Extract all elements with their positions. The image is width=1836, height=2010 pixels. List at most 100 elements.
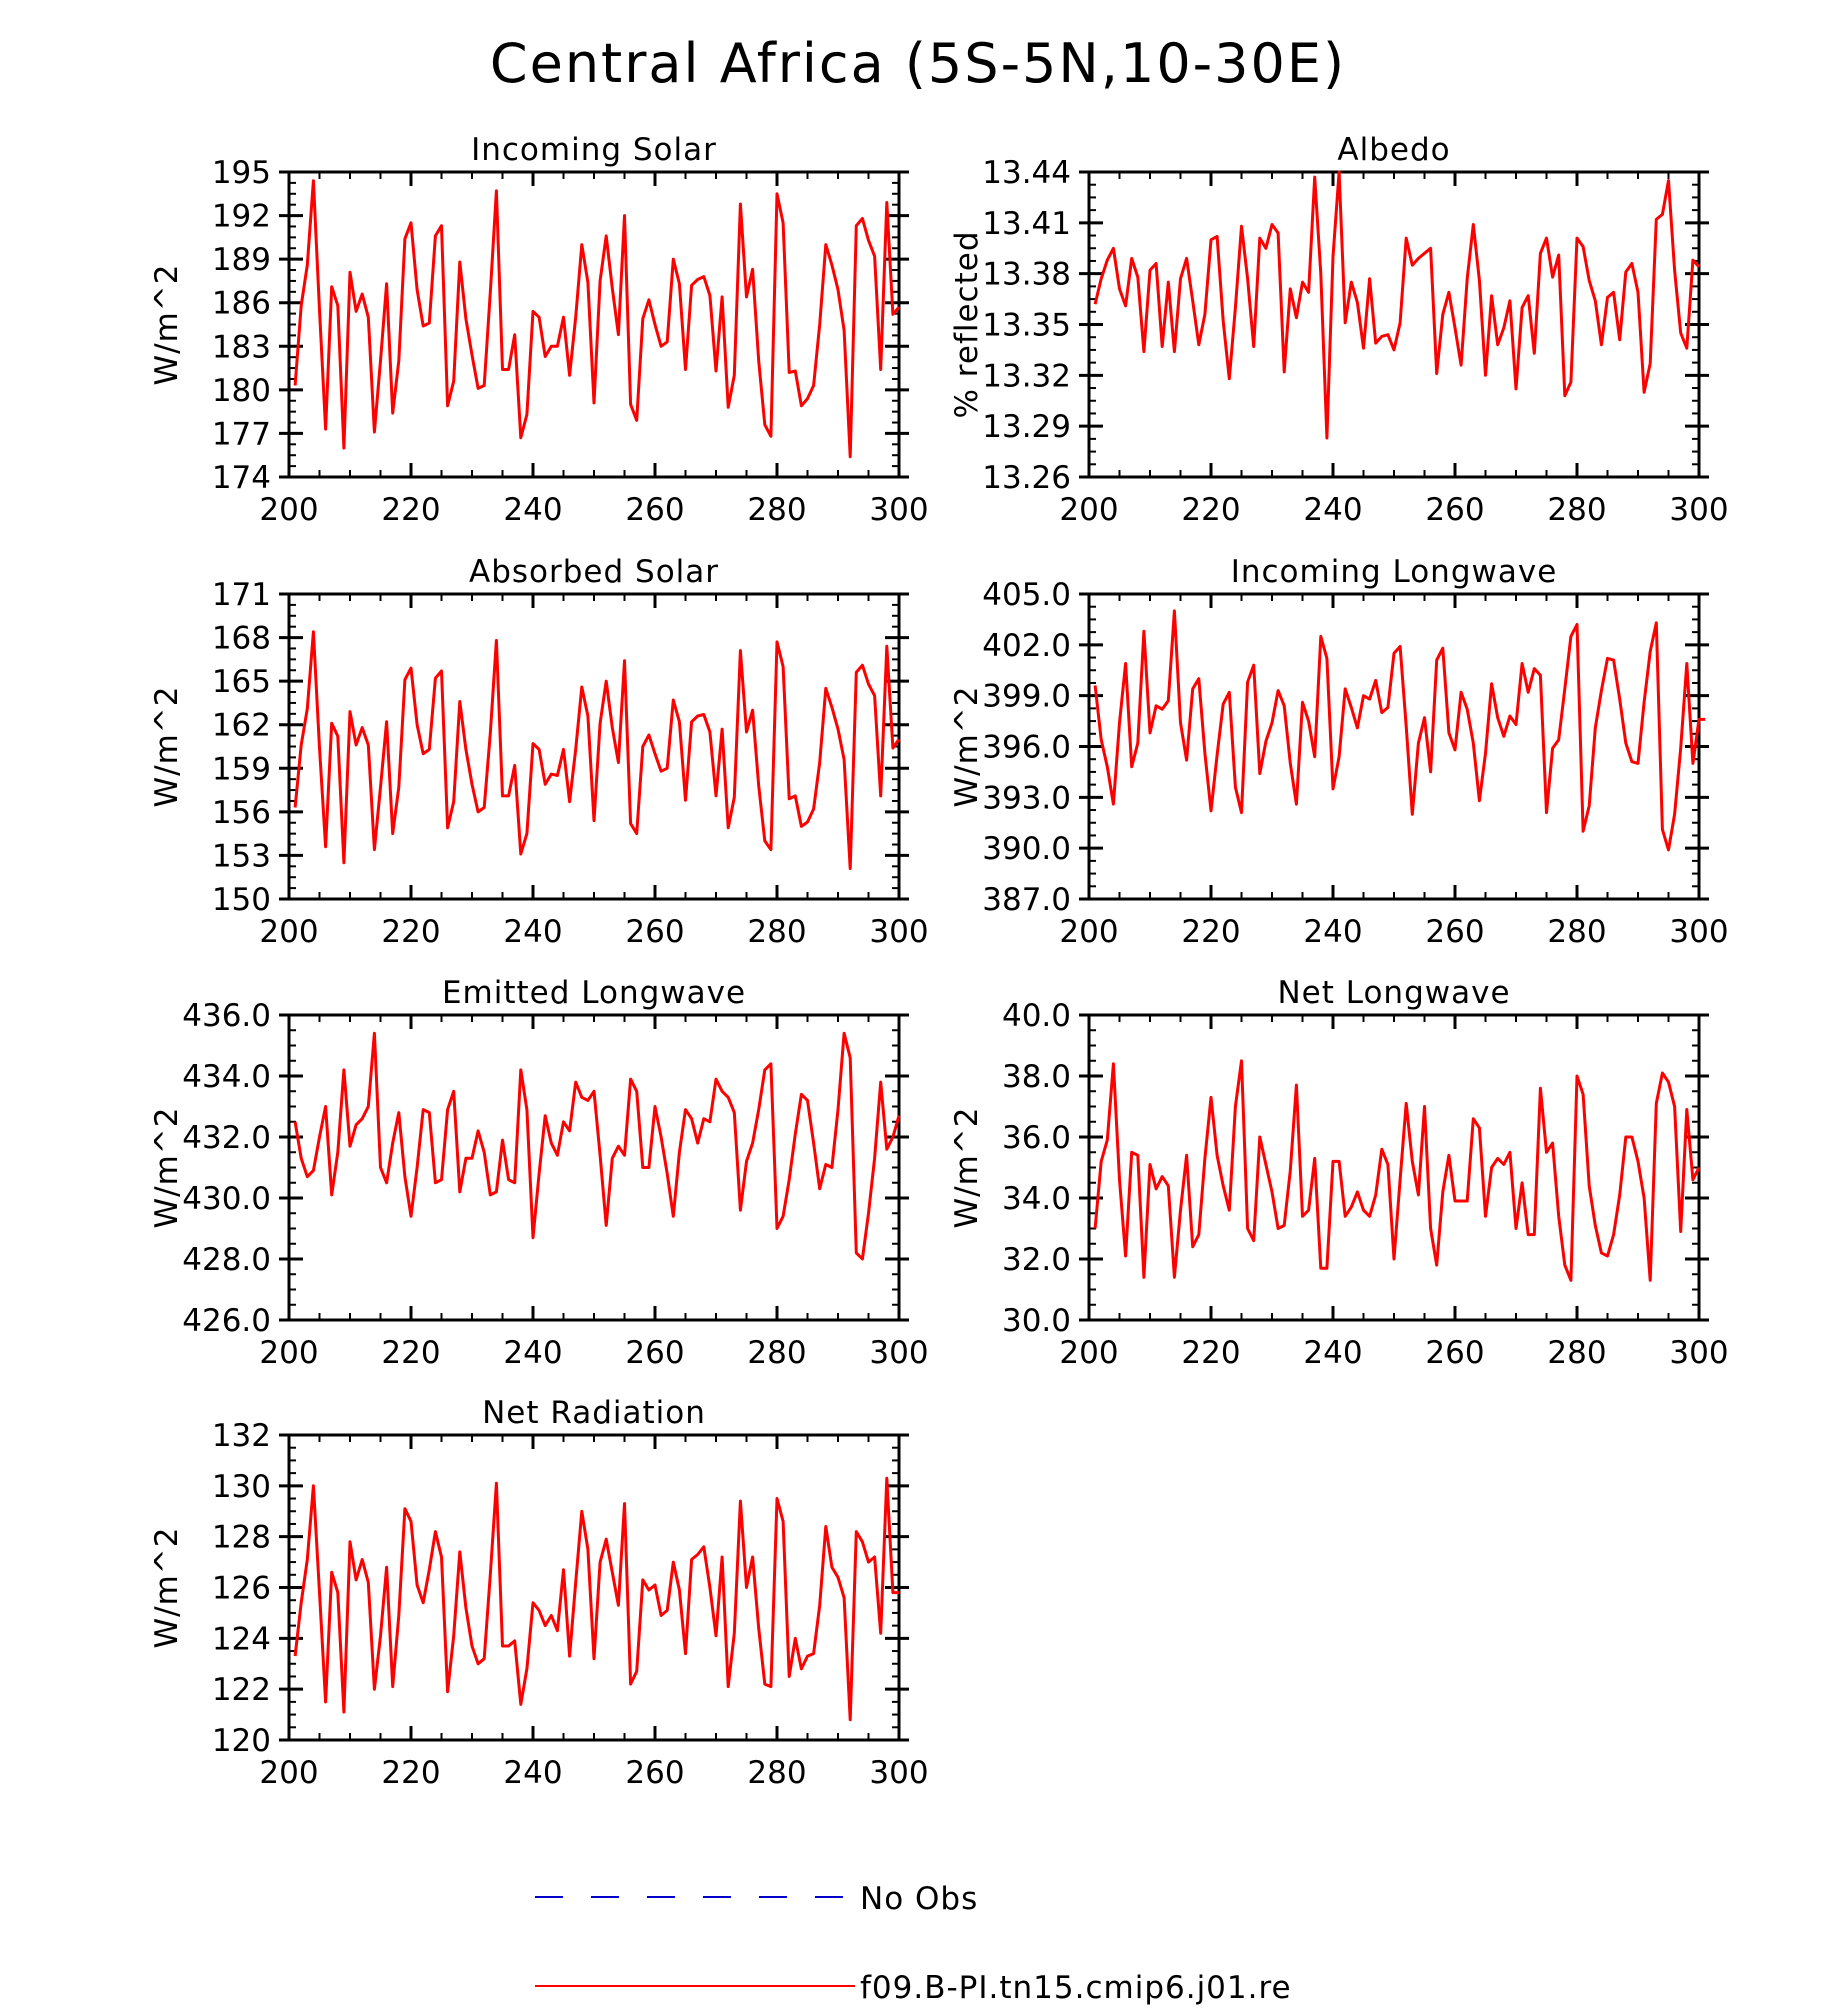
albedo-y-tick-label: 13.32 (982, 358, 1071, 394)
net-longwave-y-axis-label: W/m^2 (949, 1107, 985, 1229)
emitted-longwave-y-tick-label: 430.0 (182, 1181, 271, 1217)
net-radiation-series-line (293, 1476, 899, 1722)
net-radiation-y-tick-label: 126 (212, 1571, 271, 1607)
absorbed-solar-x-tick-label: 220 (381, 914, 440, 950)
net-longwave-title: Net Longwave (1277, 975, 1510, 1011)
net-longwave-y-tick-label: 32.0 (1002, 1242, 1071, 1278)
emitted-longwave-series-line (293, 1031, 901, 1261)
incoming-solar-x-tick-label: 280 (747, 492, 806, 528)
emitted-longwave-x-tick-label: 260 (625, 1335, 684, 1371)
emitted-longwave-y-tick-label: 426.0 (182, 1303, 271, 1339)
absorbed-solar-y-tick-label: 162 (212, 708, 271, 744)
net-radiation-y-axis-label: W/m^2 (149, 1527, 185, 1649)
net-longwave-x-tick-label: 280 (1547, 1335, 1606, 1371)
absorbed-solar-x-tick-label: 300 (869, 914, 928, 950)
net-longwave-y-tick-label: 34.0 (1002, 1181, 1071, 1217)
incoming-longwave-y-tick-label: 390.0 (982, 831, 1071, 867)
net-radiation-title: Net Radiation (482, 1395, 706, 1431)
albedo-y-tick-label: 13.41 (982, 206, 1071, 242)
absorbed-solar-y-tick-label: 159 (212, 751, 271, 787)
absorbed-solar-x-tick-label: 260 (625, 914, 684, 950)
panel-incoming-longwave: Incoming Longwave W/m^2 200 220 240 260 280 300… (949, 554, 1729, 950)
absorbed-solar-y-axis-label: W/m^2 (149, 686, 185, 808)
absorbed-solar-x-tick-label: 280 (747, 914, 806, 950)
emitted-longwave-y-tick-label: 436.0 (182, 998, 271, 1034)
absorbed-solar-y-tick-label: 156 (212, 795, 271, 831)
albedo-x-tick-label: 260 (1425, 492, 1484, 528)
incoming-solar-x-tick-label: 300 (869, 492, 928, 528)
net-radiation-y-tick-label: 130 (212, 1469, 271, 1505)
net-longwave-x-tick-label: 200 (1059, 1335, 1118, 1371)
incoming-solar-series-line (293, 179, 901, 459)
incoming-solar-y-tick-label: 180 (212, 373, 271, 409)
legend-label-no-obs: No Obs (860, 1881, 978, 1917)
incoming-longwave-y-tick-label: 402.0 (982, 628, 1071, 664)
incoming-longwave-x-tick-label: 260 (1425, 914, 1484, 950)
incoming-longwave-x-tick-label: 200 (1059, 914, 1118, 950)
absorbed-solar-y-tick-label: 150 (212, 882, 271, 918)
incoming-solar-y-tick-label: 174 (212, 460, 271, 496)
absorbed-solar-plot-frame (287, 592, 901, 901)
incoming-longwave-y-axis-label: W/m^2 (949, 686, 985, 808)
incoming-longwave-y-tick-label: 396.0 (982, 730, 1071, 766)
albedo-x-tick-label: 220 (1181, 492, 1240, 528)
absorbed-solar-y-tick-label: 153 (212, 838, 271, 874)
incoming-solar-y-tick-label: 183 (212, 329, 271, 365)
net-radiation-x-tick-label: 240 (503, 1755, 562, 1791)
albedo-x-tick-label: 200 (1059, 492, 1118, 528)
incoming-longwave-y-tick-label: 387.0 (982, 882, 1071, 918)
incoming-solar-y-tick-label: 195 (212, 155, 271, 191)
emitted-longwave-x-tick-label: 280 (747, 1335, 806, 1371)
incoming-longwave-y-tick-label: 399.0 (982, 679, 1071, 715)
incoming-longwave-x-tick-label: 220 (1181, 914, 1240, 950)
net-longwave-series-line (1093, 1059, 1701, 1282)
net-radiation-x-tick-label: 220 (381, 1755, 440, 1791)
albedo-y-tick-label: 13.44 (982, 155, 1071, 191)
emitted-longwave-x-tick-label: 220 (381, 1335, 440, 1371)
albedo-y-axis-label: % reflected (949, 231, 985, 419)
absorbed-solar-title: Absorbed Solar (469, 554, 719, 590)
incoming-longwave-title: Incoming Longwave (1231, 554, 1558, 590)
emitted-longwave-y-tick-label: 428.0 (182, 1242, 271, 1278)
incoming-solar-y-tick-label: 189 (212, 242, 271, 278)
absorbed-solar-y-tick-label: 171 (212, 577, 271, 613)
incoming-longwave-x-tick-label: 240 (1303, 914, 1362, 950)
incoming-longwave-y-tick-label: 393.0 (982, 780, 1071, 816)
net-radiation-x-tick-label: 280 (747, 1755, 806, 1791)
albedo-x-tick-label: 240 (1303, 492, 1362, 528)
emitted-longwave-x-tick-label: 200 (259, 1335, 318, 1371)
net-longwave-y-tick-label: 40.0 (1002, 998, 1071, 1034)
albedo-y-tick-label: 13.35 (982, 308, 1071, 344)
net-radiation-y-tick-label: 124 (212, 1621, 271, 1657)
incoming-solar-x-tick-label: 220 (381, 492, 440, 528)
net-radiation-x-tick-label: 200 (259, 1755, 318, 1791)
incoming-solar-y-tick-label: 192 (212, 199, 271, 235)
panel-net-longwave: Net Longwave W/m^2 200 220 240 260 280 300 30.0 3… (949, 975, 1729, 1371)
net-longwave-y-tick-label: 38.0 (1002, 1059, 1071, 1095)
net-longwave-x-tick-label: 220 (1181, 1335, 1240, 1371)
incoming-solar-x-tick-label: 240 (503, 492, 562, 528)
albedo-series-line (1093, 170, 1701, 440)
albedo-plot-frame (1087, 170, 1701, 479)
net-longwave-y-tick-label: 30.0 (1002, 1303, 1071, 1339)
legend-label-model: f09.B-PI.tn15.cmip6.j01.re (860, 1970, 1292, 2006)
panel-albedo: Albedo % reflected 200 220 240 260 280 300 13.26… (949, 132, 1729, 528)
panel-incoming-solar: Incoming Solar W/m^2 200 220 240 260 280 300 174… (149, 132, 929, 528)
albedo-title: Albedo (1337, 132, 1450, 168)
absorbed-solar-y-tick-label: 165 (212, 664, 271, 700)
emitted-longwave-y-tick-label: 432.0 (182, 1120, 271, 1156)
albedo-y-tick-label: 13.26 (982, 460, 1071, 496)
figure-title: Central Africa (5S-5N,10-30E) (490, 32, 1346, 95)
incoming-solar-y-tick-label: 186 (212, 286, 271, 322)
panel-net-radiation: Net Radiation W/m^2 200 220 240 260 280 300 120 1… (149, 1395, 929, 1791)
incoming-solar-y-axis-label: W/m^2 (149, 264, 185, 386)
emitted-longwave-x-tick-label: 240 (503, 1335, 562, 1371)
incoming-solar-y-tick-label: 177 (212, 416, 271, 452)
net-longwave-y-tick-label: 36.0 (1002, 1120, 1071, 1156)
incoming-longwave-plot-frame (1087, 592, 1701, 901)
absorbed-solar-series-line (293, 630, 901, 870)
albedo-y-tick-label: 13.29 (982, 409, 1071, 445)
panel-absorbed-solar: Absorbed Solar W/m^2 200 220 240 260 280 300 150… (149, 554, 929, 950)
incoming-solar-x-tick-label: 200 (259, 492, 318, 528)
